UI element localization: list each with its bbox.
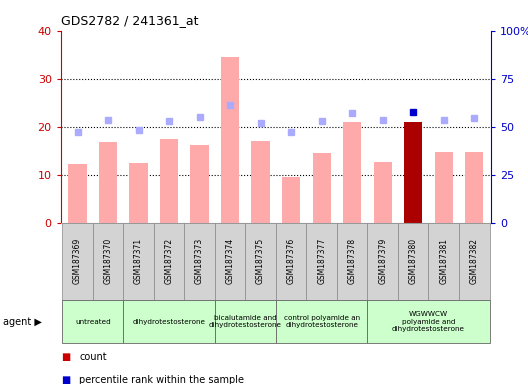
Text: GSM187375: GSM187375 <box>256 238 265 284</box>
Text: GSM187373: GSM187373 <box>195 238 204 284</box>
Bar <box>123 223 154 300</box>
Bar <box>276 300 367 343</box>
Bar <box>435 152 453 223</box>
Text: GSM187369: GSM187369 <box>73 238 82 284</box>
Text: GDS2782 / 241361_at: GDS2782 / 241361_at <box>61 14 198 27</box>
Bar <box>251 141 270 223</box>
Text: ■: ■ <box>61 375 70 384</box>
Text: GSM187380: GSM187380 <box>409 238 418 284</box>
Text: GSM187374: GSM187374 <box>225 238 234 284</box>
Text: dihydrotestosterone: dihydrotestosterone <box>133 319 205 324</box>
Bar <box>246 223 276 300</box>
Bar <box>68 164 87 223</box>
Bar <box>373 162 392 223</box>
Bar <box>282 177 300 223</box>
Text: GSM187370: GSM187370 <box>103 238 112 284</box>
Bar <box>337 223 367 300</box>
Bar <box>398 223 429 300</box>
Text: GSM187379: GSM187379 <box>378 238 387 284</box>
Bar <box>62 300 123 343</box>
Text: GSM187381: GSM187381 <box>439 238 448 284</box>
Text: GSM187382: GSM187382 <box>470 238 479 284</box>
Bar <box>221 57 239 223</box>
Bar <box>459 223 489 300</box>
Text: count: count <box>79 352 107 362</box>
Text: ■: ■ <box>61 352 70 362</box>
Bar <box>367 223 398 300</box>
Text: WGWWCW
polyamide and
dihydrotestosterone: WGWWCW polyamide and dihydrotestosterone <box>392 311 465 332</box>
Bar <box>306 223 337 300</box>
Text: agent ▶: agent ▶ <box>3 316 42 327</box>
Bar <box>160 139 178 223</box>
Bar <box>276 223 306 300</box>
Text: GSM187378: GSM187378 <box>347 238 357 284</box>
Bar <box>184 223 215 300</box>
Text: control polyamide an
dihydrotestosterone: control polyamide an dihydrotestosterone <box>284 315 360 328</box>
Text: GSM187377: GSM187377 <box>317 238 326 284</box>
Text: GSM187376: GSM187376 <box>287 238 296 284</box>
Bar <box>343 122 361 223</box>
Text: untreated: untreated <box>75 319 111 324</box>
Bar <box>429 223 459 300</box>
Bar <box>129 163 148 223</box>
Bar <box>404 122 422 223</box>
Bar <box>154 223 184 300</box>
Bar <box>215 300 276 343</box>
Bar <box>313 153 331 223</box>
Bar <box>465 152 484 223</box>
Text: GSM187371: GSM187371 <box>134 238 143 284</box>
Text: bicalutamide and
dihydrotestosterone: bicalutamide and dihydrotestosterone <box>209 315 282 328</box>
Text: percentile rank within the sample: percentile rank within the sample <box>79 375 244 384</box>
Bar <box>191 146 209 223</box>
Bar <box>99 142 117 223</box>
Bar <box>62 223 93 300</box>
Bar <box>367 300 489 343</box>
Bar <box>215 223 246 300</box>
Text: GSM187372: GSM187372 <box>165 238 174 284</box>
Bar <box>123 300 215 343</box>
Bar <box>93 223 123 300</box>
